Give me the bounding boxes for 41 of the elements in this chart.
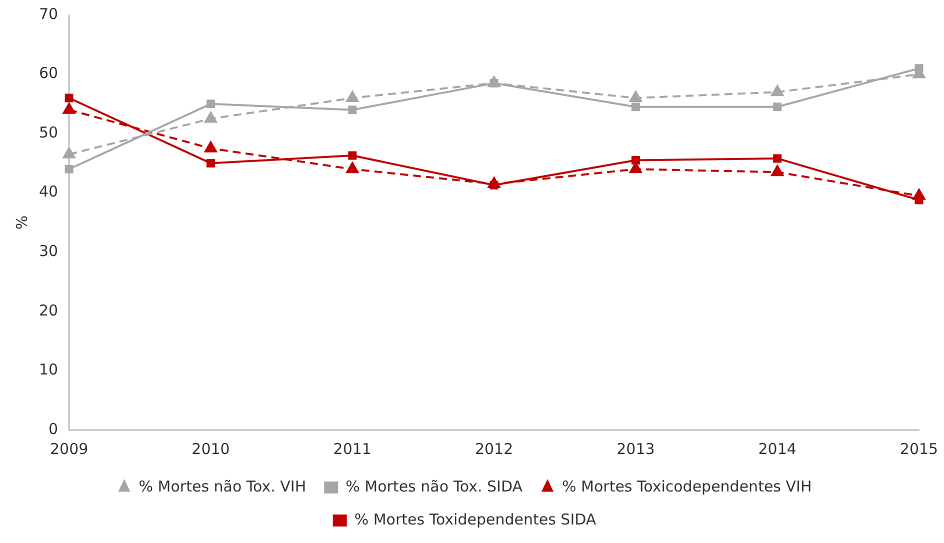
y-axis-title: % — [12, 215, 31, 230]
point — [62, 102, 76, 114]
x-tick-label: 2013 — [616, 440, 655, 458]
point — [770, 164, 784, 176]
y-tick-label: 30 — [38, 242, 58, 260]
x-tick-label: 2010 — [192, 440, 230, 458]
point — [204, 110, 218, 123]
point — [345, 90, 360, 102]
point — [628, 90, 643, 102]
x-tick-label: 2015 — [900, 440, 938, 458]
point — [204, 140, 218, 152]
point — [64, 164, 74, 174]
point — [206, 100, 215, 108]
y-tick-label: 20 — [38, 301, 58, 320]
point — [770, 84, 784, 96]
point — [487, 176, 501, 188]
point — [348, 151, 357, 160]
legend-label: % Mortes não Tox. SIDA — [346, 477, 524, 496]
x-tick-label: 2009 — [50, 440, 88, 458]
legend-label: % Mortes Toxidependentes SIDA — [354, 510, 597, 528]
x-tick-label: 2011 — [333, 440, 372, 458]
point — [348, 106, 357, 114]
point — [631, 102, 640, 112]
y-tick-label: 10 — [38, 360, 58, 379]
point — [62, 146, 76, 158]
point — [64, 94, 74, 102]
y-tick-label: 60 — [38, 64, 58, 82]
legend-label: % Mortes não Tox. VIH — [138, 477, 306, 496]
x-tick-label: 2014 — [758, 440, 796, 458]
y-tick-label: 70 — [38, 4, 58, 23]
point — [912, 188, 926, 200]
point — [206, 158, 215, 168]
point — [773, 154, 782, 163]
y-tick-label: 40 — [38, 182, 58, 201]
y-tick-label: 0 — [48, 420, 58, 438]
point — [345, 161, 360, 174]
point — [631, 156, 640, 164]
legend-label: % Mortes Toxicodependentes VIH — [562, 477, 812, 496]
x-tick-label: 2012 — [474, 440, 514, 458]
y-tick-label: 50 — [38, 123, 58, 142]
point — [773, 102, 782, 112]
